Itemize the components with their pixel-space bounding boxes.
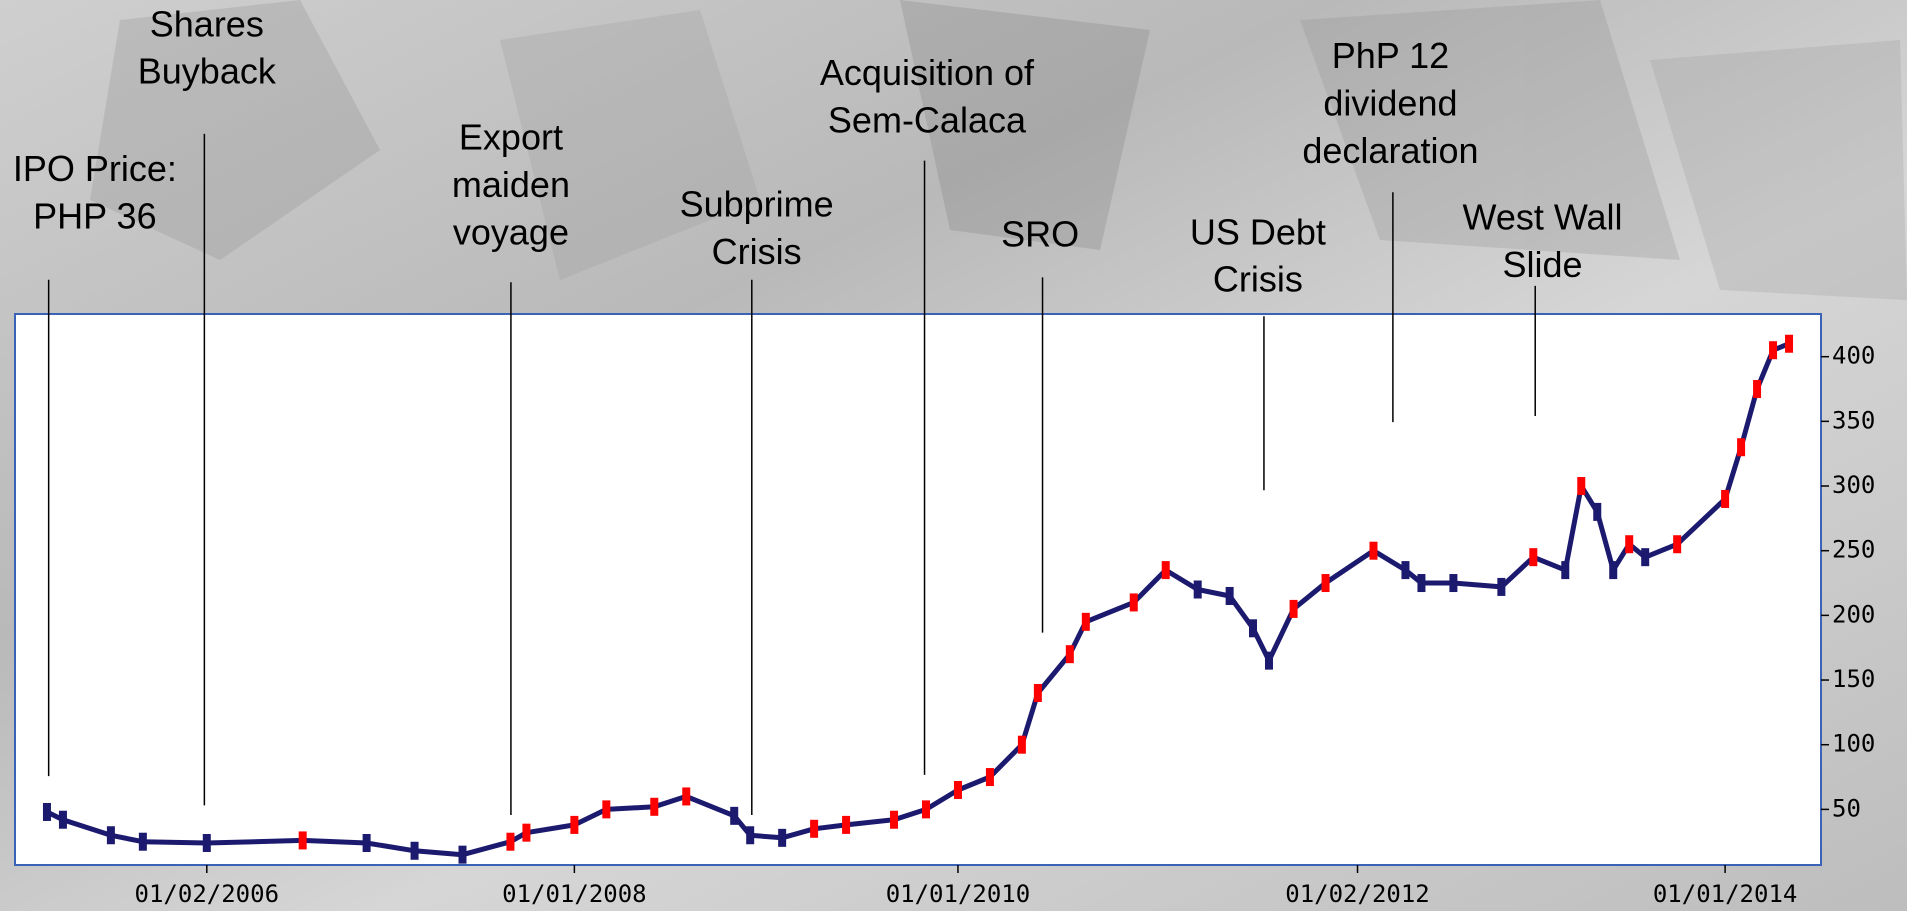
price-candle xyxy=(58,810,67,829)
price-candle xyxy=(890,810,899,829)
price-candle xyxy=(1225,586,1234,605)
price-candle xyxy=(1577,477,1586,496)
rock-texture xyxy=(90,0,1907,300)
price-candle xyxy=(362,834,371,853)
price-candle xyxy=(298,831,307,850)
price-candle xyxy=(138,832,147,851)
y-tick-label: 150 xyxy=(1832,665,1875,693)
price-candle xyxy=(1129,593,1138,612)
price-candle xyxy=(921,800,930,819)
price-candle xyxy=(1561,561,1570,580)
y-tick-label: 50 xyxy=(1832,794,1861,822)
annotation-text: SRO xyxy=(1001,214,1079,255)
price-candle xyxy=(730,806,739,825)
annotation-text: Slide xyxy=(1502,244,1582,285)
price-candle xyxy=(506,832,515,851)
price-candle xyxy=(1417,574,1426,593)
price-candle xyxy=(602,800,611,819)
price-candle xyxy=(1737,438,1746,457)
price-candle xyxy=(1449,574,1458,593)
price-candle xyxy=(1673,535,1682,554)
price-candle xyxy=(1593,502,1602,521)
price-candle xyxy=(746,826,755,845)
price-candle xyxy=(1529,548,1538,567)
price-candle xyxy=(1081,612,1090,631)
y-tick-label: 400 xyxy=(1832,342,1875,370)
annotation-text: IPO Price: xyxy=(13,148,177,189)
price-candle xyxy=(106,826,115,845)
price-candle xyxy=(1401,561,1410,580)
x-tick-label: 01/01/2014 xyxy=(1653,880,1798,908)
price-candle xyxy=(202,834,211,853)
price-candle xyxy=(842,815,851,834)
price-candle xyxy=(1248,619,1257,638)
annotation-text: Acquisition of xyxy=(820,52,1035,93)
price-line xyxy=(45,341,1790,858)
price-candle xyxy=(1625,535,1634,554)
annotation-text: dividend xyxy=(1323,82,1457,123)
x-tick-label: 01/02/2006 xyxy=(135,880,280,908)
price-candle xyxy=(1193,580,1202,599)
y-tick-label: 250 xyxy=(1832,536,1875,564)
price-candle xyxy=(1721,489,1730,508)
price-candle xyxy=(1753,380,1762,399)
annotation-text: Sem-Calaca xyxy=(828,99,1027,140)
x-tick-label: 01/01/2010 xyxy=(886,880,1031,908)
price-candle xyxy=(682,787,691,806)
price-candle xyxy=(1497,577,1506,596)
annotation-text: Shares xyxy=(150,3,264,44)
price-candle xyxy=(1033,683,1042,702)
annotation-text: PHP 36 xyxy=(33,195,156,236)
annotation-text: Crisis xyxy=(712,231,802,272)
price-candle xyxy=(1785,334,1794,353)
price-candle xyxy=(953,780,962,799)
annotation-text: Crisis xyxy=(1213,259,1303,300)
price-candle xyxy=(1641,548,1650,567)
annotation-text: maiden xyxy=(452,164,570,205)
price-candle xyxy=(1369,541,1378,560)
annotation-text: PhP 12 xyxy=(1332,35,1449,76)
plot-area xyxy=(14,313,1822,866)
annotation-text: Buyback xyxy=(138,51,277,92)
price-candle xyxy=(1065,645,1074,664)
price-candle xyxy=(1289,599,1298,618)
annotation-text: Export xyxy=(459,116,563,157)
price-candle xyxy=(1161,561,1170,580)
annotation-text: US Debt xyxy=(1190,211,1326,252)
annotation-text: voyage xyxy=(453,211,569,252)
y-tick-label: 100 xyxy=(1832,730,1875,758)
price-candle xyxy=(570,815,579,834)
price-candle xyxy=(42,802,51,821)
price-candle xyxy=(1264,651,1273,670)
price-candle xyxy=(810,819,819,838)
price-candle xyxy=(410,841,419,860)
x-tick-label: 01/02/2012 xyxy=(1285,880,1430,908)
annotation-text: Subprime xyxy=(680,183,834,224)
price-candle xyxy=(650,797,659,816)
price-candle xyxy=(1769,341,1778,360)
price-candle xyxy=(778,828,787,847)
price-candle xyxy=(522,823,531,842)
price-candle xyxy=(1321,574,1330,593)
annotation-text: West Wall xyxy=(1463,197,1623,238)
price-candle xyxy=(1609,561,1618,580)
x-tick-label: 01/01/2008 xyxy=(502,880,647,908)
annotation-text: declaration xyxy=(1302,130,1478,171)
y-tick-label: 300 xyxy=(1832,471,1875,499)
price-candle xyxy=(1017,735,1026,754)
price-candle xyxy=(458,845,467,864)
price-candle xyxy=(985,768,994,787)
y-tick-label: 200 xyxy=(1832,600,1875,628)
y-tick-label: 350 xyxy=(1832,406,1875,434)
